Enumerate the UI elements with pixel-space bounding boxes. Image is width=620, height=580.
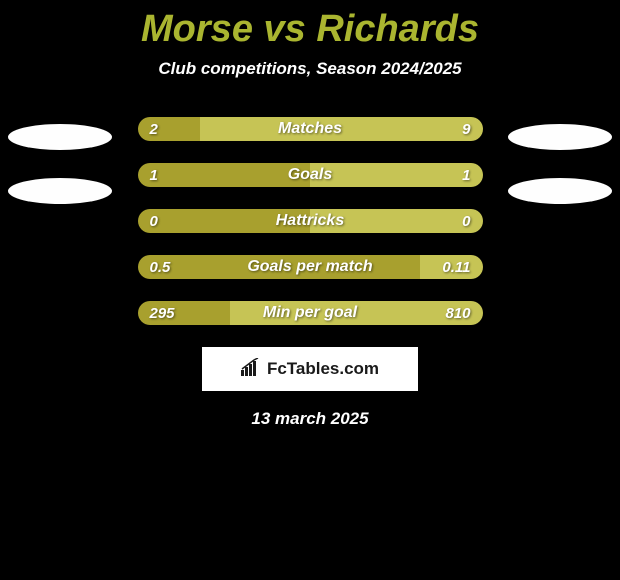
bar-label: Goals [138, 163, 483, 187]
player-ellipse [508, 124, 612, 150]
brand-text: FcTables.com [267, 359, 379, 379]
page-subtitle: Club competitions, Season 2024/2025 [0, 59, 620, 79]
stat-bar: 0.50.11Goals per match [138, 255, 483, 279]
brand-box: FcTables.com [202, 347, 418, 391]
bar-label: Hattricks [138, 209, 483, 233]
bars-container: 29Matches 11Goals 00Hattricks 0.50.11Goals … [0, 117, 620, 325]
brand-chart-icon [241, 358, 263, 381]
bar-label: Matches [138, 117, 483, 141]
stat-bar: 29Matches [138, 117, 483, 141]
player-ellipse [8, 124, 112, 150]
stat-bar: 295810Min per goal [138, 301, 483, 325]
bar-label: Goals per match [138, 255, 483, 279]
bar-label: Min per goal [138, 301, 483, 325]
date-text: 13 march 2025 [0, 409, 620, 429]
comparison-infographic: Morse vs Richards Club competitions, Sea… [0, 0, 620, 580]
brand-inner: FcTables.com [241, 358, 379, 381]
player-ellipse [8, 178, 112, 204]
stat-bar: 11Goals [138, 163, 483, 187]
player-ellipse [508, 178, 612, 204]
page-title: Morse vs Richards [0, 0, 620, 51]
stat-bar: 00Hattricks [138, 209, 483, 233]
